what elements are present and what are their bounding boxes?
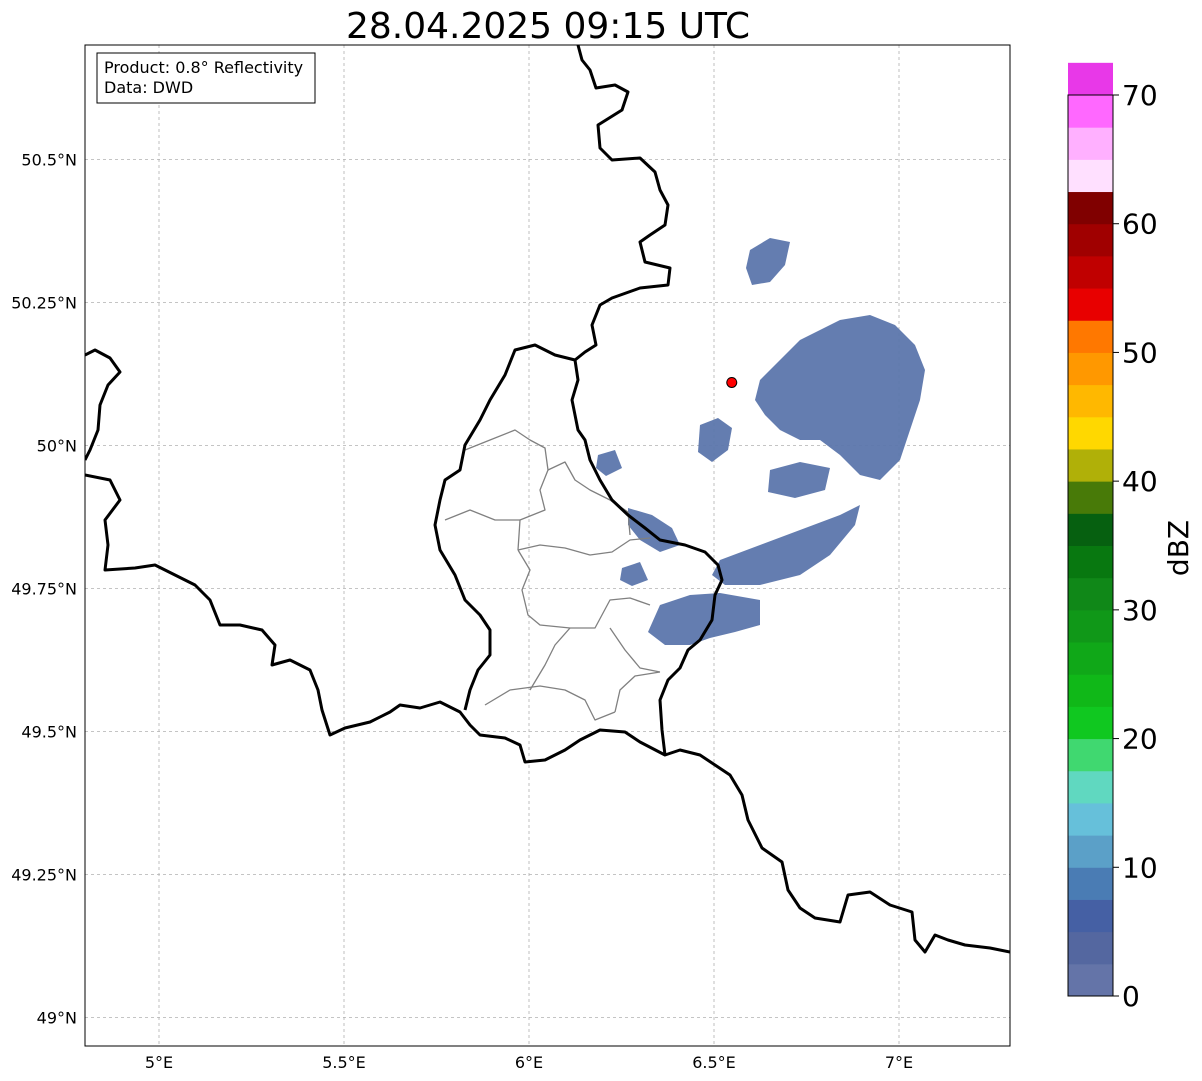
info-box-frame <box>96 52 316 104</box>
map-frame <box>84 44 1011 1047</box>
admin-boundary-a <box>464 429 549 551</box>
border-lux-outline <box>433 343 576 711</box>
echo-region-south <box>648 593 760 645</box>
colorbar-label: dBZ <box>1162 520 1195 576</box>
echo-region-north <box>746 238 790 285</box>
colorbar-tick-label: 30 <box>1122 594 1158 627</box>
colorbar-segment <box>1068 577 1113 611</box>
colorbar-segment <box>1068 674 1113 707</box>
admin-boundary-i <box>614 671 661 713</box>
colorbar-segment <box>1068 545 1113 579</box>
colorbar-segment <box>1068 95 1113 128</box>
admin-boundary-h <box>484 685 616 721</box>
longitude-tick-labels: 5°E 5.5°E 6°E 6.5°E 7°E <box>145 1053 913 1072</box>
colorbar-segment <box>1068 288 1113 321</box>
admin-boundary-c <box>517 537 651 556</box>
colorbar-segment <box>1068 835 1113 868</box>
admin-boundary-g <box>609 627 661 673</box>
colorbar-segment <box>1068 738 1113 772</box>
map-title: 28.04.2025 09:15 UTC <box>346 6 750 47</box>
admin-boundaries <box>444 429 661 721</box>
lat-tick-label: 50.25°N <box>11 293 77 312</box>
colorbar-segment <box>1068 802 1113 836</box>
echo-region-central <box>698 418 732 462</box>
lon-tick-label: 5.5°E <box>322 1053 366 1072</box>
latitude-tick-labels: 50.5°N 50.25°N 50°N 49.75°N 49.5°N 49.25°N 49°… <box>11 150 77 1027</box>
info-box: Product: 0.8° Reflectivity Data: DWD <box>96 52 316 104</box>
map-area <box>85 45 1010 1046</box>
info-data-source: Data: DWD <box>104 78 193 97</box>
colorbar-segment <box>1068 159 1113 193</box>
lat-tick-label: 49.5°N <box>21 722 77 741</box>
colorbar-segment <box>1068 223 1113 257</box>
colorbar-segment <box>1068 642 1113 675</box>
lon-tick-label: 5°E <box>145 1053 173 1072</box>
colorbar-segment <box>1068 867 1113 900</box>
colorbar-segment <box>1068 416 1113 450</box>
border-belgium-west <box>85 348 122 461</box>
colorbar-tick-label: 70 <box>1122 79 1158 112</box>
info-product: Product: 0.8° Reflectivity <box>104 58 303 77</box>
admin-boundary-f <box>529 627 571 691</box>
lat-tick-label: 50°N <box>37 436 77 455</box>
colorbar-segment <box>1068 899 1113 933</box>
lat-tick-label: 49°N <box>37 1008 77 1027</box>
colorbar-tick-label: 0 <box>1122 980 1140 1013</box>
colorbar-segment <box>1068 384 1113 418</box>
admin-boundary-e <box>517 549 651 629</box>
lon-tick-label: 7°E <box>885 1053 913 1072</box>
colorbar-tick-label: 50 <box>1122 336 1158 369</box>
colorbar-segment <box>1068 448 1113 482</box>
colorbar-segment <box>1068 481 1113 514</box>
echo-region-mid-strip <box>768 462 830 498</box>
lat-tick-label: 49.25°N <box>11 865 77 884</box>
country-borders <box>85 45 1010 954</box>
colorbar-segment <box>1068 770 1113 804</box>
border-north-segment <box>570 45 724 756</box>
colorbar-segment <box>1068 62 1113 96</box>
admin-boundary-d <box>444 509 520 521</box>
echo-region-nw-patch <box>596 450 622 476</box>
colorbar-tick-labels: 0 10 20 30 40 50 60 70 <box>1113 79 1158 1013</box>
colorbar-tick-label: 60 <box>1122 208 1158 241</box>
colorbar-frame <box>1067 94 1114 997</box>
border-france <box>85 473 1010 954</box>
colorbar-segment <box>1068 320 1113 353</box>
reflectivity-echoes <box>596 238 925 645</box>
lat-tick-label: 49.75°N <box>11 579 77 598</box>
colorbar-segment <box>1068 963 1113 997</box>
lon-tick-label: 6°E <box>515 1053 543 1072</box>
colorbar-segment <box>1068 931 1113 965</box>
lat-tick-label: 50.5°N <box>21 150 77 169</box>
colorbar-segment <box>1068 255 1113 289</box>
colorbar <box>1067 62 1114 997</box>
colorbar-segment <box>1068 609 1113 643</box>
colorbar-segment <box>1068 191 1113 225</box>
colorbar-segment <box>1068 352 1113 386</box>
colorbar-segment <box>1068 513 1113 546</box>
colorbar-tick-label: 20 <box>1122 723 1158 756</box>
echo-region-band <box>712 505 860 585</box>
echo-region-west <box>628 508 680 552</box>
colorbar-segment <box>1068 127 1113 160</box>
radar-site-marker <box>726 376 738 388</box>
echo-region-east <box>755 315 925 480</box>
lon-tick-label: 6.5°E <box>692 1053 736 1072</box>
colorbar-segment <box>1068 706 1113 740</box>
colorbar-tick-label: 40 <box>1122 465 1158 498</box>
echo-region-southwest <box>620 562 648 586</box>
admin-boundary-b <box>547 461 631 536</box>
colorbar-tick-label: 10 <box>1122 851 1158 884</box>
